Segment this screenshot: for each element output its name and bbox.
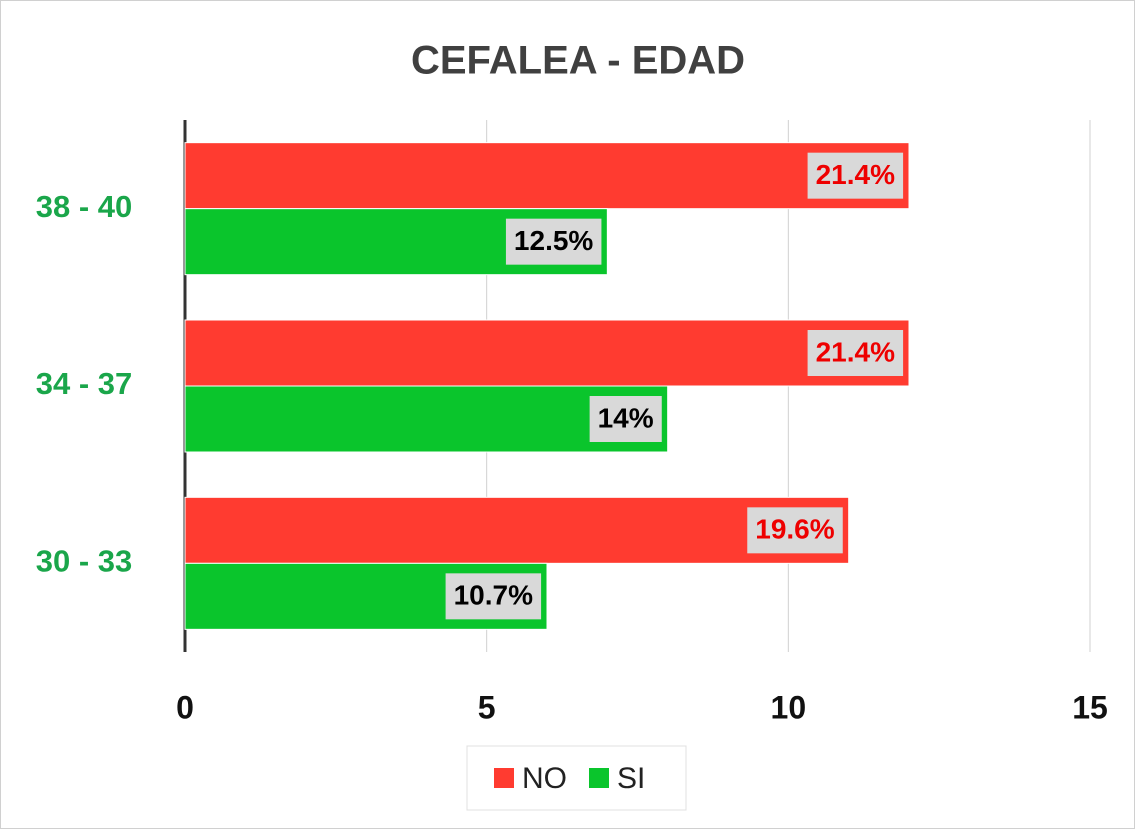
x-tick-label: 10 xyxy=(771,689,807,725)
chart-title: CEFALEA - EDAD xyxy=(411,39,745,83)
x-tick-label: 5 xyxy=(478,689,496,725)
data-label-bg xyxy=(445,573,542,620)
legend-label: NO xyxy=(522,762,567,795)
legend-swatch xyxy=(494,768,514,788)
legend-label: SI xyxy=(617,762,645,795)
data-label: 19.6% xyxy=(755,514,834,545)
bar xyxy=(184,385,669,453)
data-label-bg xyxy=(807,330,904,376)
x-tick-label: 0 xyxy=(176,689,194,725)
data-label-bg xyxy=(505,218,602,265)
data-label: 21.4% xyxy=(816,159,895,190)
data-label: 10.7% xyxy=(454,580,533,611)
data-label: 12.5% xyxy=(514,225,593,256)
x-tick-label: 15 xyxy=(1072,689,1108,725)
data-label-bg xyxy=(589,396,662,442)
y-tick-label: 38 - 40 xyxy=(36,189,133,224)
bar xyxy=(184,319,910,387)
data-label: 21.4% xyxy=(816,336,895,367)
bar xyxy=(184,142,910,210)
data-label-bg xyxy=(807,152,904,199)
data-label-bg xyxy=(747,507,843,554)
legend-swatch xyxy=(589,768,609,788)
y-tick-label: 30 - 33 xyxy=(36,544,133,579)
y-tick-label: 34 - 37 xyxy=(36,366,133,401)
data-label: 14% xyxy=(598,402,654,433)
